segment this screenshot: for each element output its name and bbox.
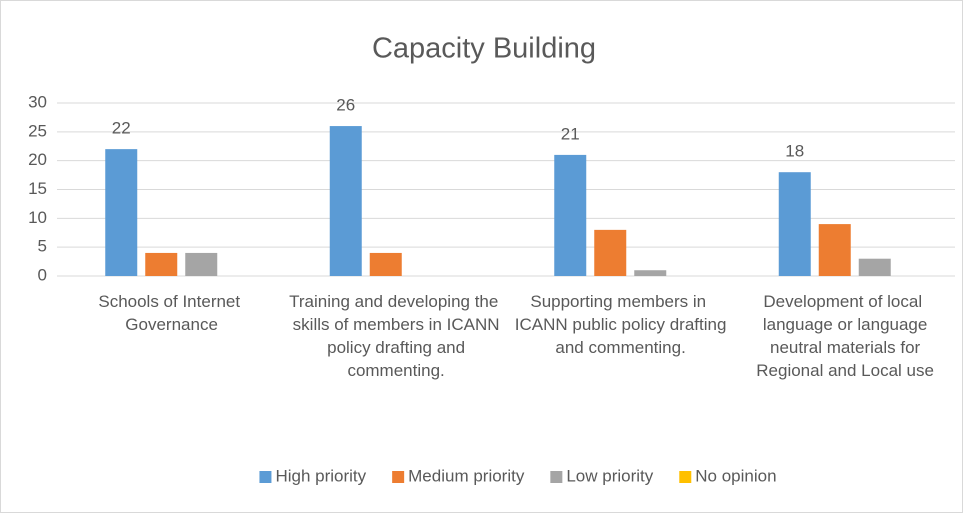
data-label: 22	[112, 119, 131, 138]
y-tick-label: 15	[28, 179, 47, 198]
data-label: 21	[561, 124, 580, 143]
bar	[858, 258, 891, 276]
y-tick-label: 0	[38, 265, 47, 284]
legend-swatch	[679, 471, 692, 483]
bar	[554, 154, 587, 276]
bar	[329, 126, 362, 276]
y-tick-label: 25	[28, 121, 47, 140]
x-tick-label: Schools of Internet Governance	[98, 292, 240, 334]
legend-label: High priority	[275, 466, 366, 485]
legend-label: Medium priority	[408, 466, 525, 485]
y-tick-label: 10	[28, 208, 47, 227]
legend-swatch	[392, 471, 405, 483]
bar	[105, 149, 138, 276]
y-tick-label: 20	[28, 150, 47, 169]
legend-swatch	[259, 471, 272, 483]
data-label: 26	[336, 96, 355, 115]
bar	[778, 172, 811, 276]
bar	[185, 252, 218, 276]
data-label: 18	[785, 142, 804, 161]
legend-swatch	[550, 471, 563, 483]
legend-label: No opinion	[695, 466, 776, 485]
bar	[818, 224, 851, 276]
bar	[145, 252, 178, 276]
x-tick-label: Development of local language or languag…	[752, 292, 934, 380]
x-tick-label: Supporting members in ICANN public polic…	[510, 292, 726, 357]
y-tick-label: 5	[38, 237, 47, 256]
y-tick-label: 30	[28, 92, 47, 111]
chart-title: Capacity Building	[372, 33, 596, 65]
legend-label: Low priority	[566, 466, 653, 485]
bar	[634, 270, 667, 276]
x-tick-label: Training and developing the skills of me…	[288, 292, 500, 380]
bar	[369, 252, 402, 276]
bar	[594, 229, 627, 276]
